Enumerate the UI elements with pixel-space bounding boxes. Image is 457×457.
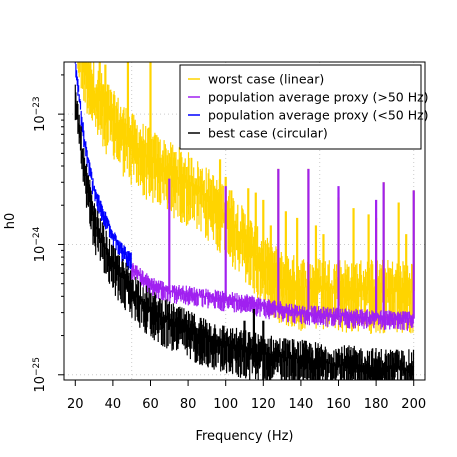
x-tick-label: 20 xyxy=(67,397,84,412)
legend-label: population average proxy (>50 Hz) xyxy=(208,90,429,105)
legend-box xyxy=(179,64,422,150)
x-axis-label: Frequency (Hz) xyxy=(195,429,293,444)
x-tick-label: 200 xyxy=(401,397,426,412)
legend-label: population average proxy (<50 Hz) xyxy=(208,108,429,123)
legend-label: best case (circular) xyxy=(208,126,328,141)
y-axis-label: h0 xyxy=(3,213,18,230)
x-axis: 20 40 60 80 100 120 140 160 180 200 xyxy=(67,379,426,412)
legend: worst case (linear) population average pr… xyxy=(179,64,429,150)
series-1 xyxy=(131,168,415,331)
y-axis: 10−25 10−24 10−23 xyxy=(32,74,65,393)
series-trace xyxy=(74,62,132,270)
y-tick-label: 10−25 xyxy=(32,357,48,393)
legend-label: worst case (linear) xyxy=(208,72,324,87)
x-tick-label: 160 xyxy=(326,397,351,412)
y-tick-label: 10−24 xyxy=(32,226,48,262)
x-tick-label: 60 xyxy=(142,397,159,412)
x-tick-label: 40 xyxy=(105,397,122,412)
series-3 xyxy=(74,84,415,380)
series-2 xyxy=(74,62,132,270)
x-tick-label: 120 xyxy=(251,397,276,412)
x-tick-label: 100 xyxy=(213,397,238,412)
x-tick-label: 80 xyxy=(180,397,197,412)
x-tick-label: 140 xyxy=(288,397,313,412)
traces xyxy=(74,62,415,380)
x-tick-label: 180 xyxy=(364,397,389,412)
y-tick-label: 10−23 xyxy=(32,96,48,132)
series-trace xyxy=(74,84,415,380)
